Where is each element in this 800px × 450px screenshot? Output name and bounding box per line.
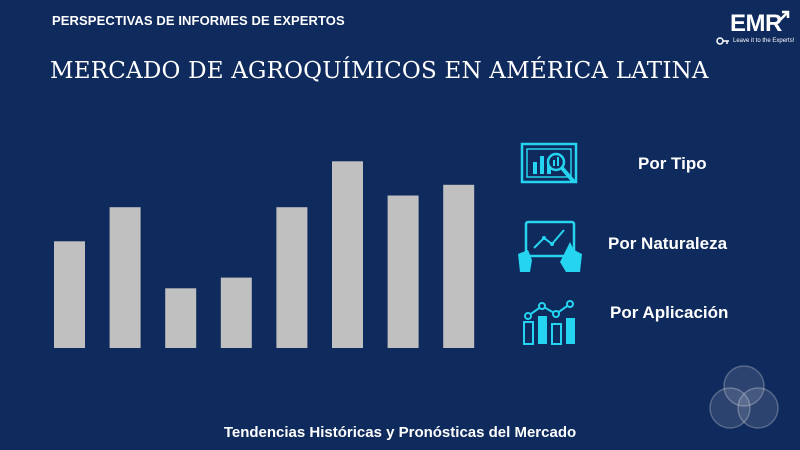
- legend-label-aplicacion: Por Aplicación: [610, 303, 729, 322]
- footer-text: Tendencias Históricas y Pronósticas del …: [223, 424, 577, 441]
- bar-8: [443, 184, 475, 348]
- logo-arrow-icon: [776, 10, 790, 24]
- bar-5: [276, 207, 308, 348]
- page-title: MERCADO DE AGROQUÍMICOS EN AMÉRICA LATIN…: [50, 58, 709, 84]
- legend-item-naturaleza: Por Naturaleza: [516, 220, 776, 280]
- logo-text: EMR: [730, 10, 782, 37]
- emr-logo: EMR Leave it to the Experts!: [716, 8, 794, 48]
- legend-item-tipo: Por Tipo: [516, 140, 776, 200]
- bar-6: [332, 161, 363, 348]
- bar-2: [109, 207, 141, 348]
- bar-1: [54, 241, 85, 348]
- chart-magnifier-icon: [520, 142, 578, 184]
- key-icon: [716, 37, 729, 45]
- legend-item-aplicacion: Por Aplicación: [516, 298, 776, 358]
- bar-4: [220, 277, 252, 348]
- bar-7: [387, 195, 419, 348]
- logo-tagline: Leave it to the Experts!: [733, 38, 795, 44]
- bar-chart: [54, 161, 475, 348]
- touch-tablet-chart-icon: [518, 220, 582, 272]
- legend-label-naturaleza: Por Naturaleza: [608, 234, 728, 253]
- overlapping-circles-icon: [709, 365, 779, 429]
- bar-3: [165, 288, 197, 348]
- legend-label-tipo: Por Tipo: [638, 154, 707, 173]
- bar-line-chart-icon: [523, 300, 575, 345]
- eyebrow-text: PERSPECTIVAS DE INFORMES DE EXPERTOS: [52, 13, 345, 28]
